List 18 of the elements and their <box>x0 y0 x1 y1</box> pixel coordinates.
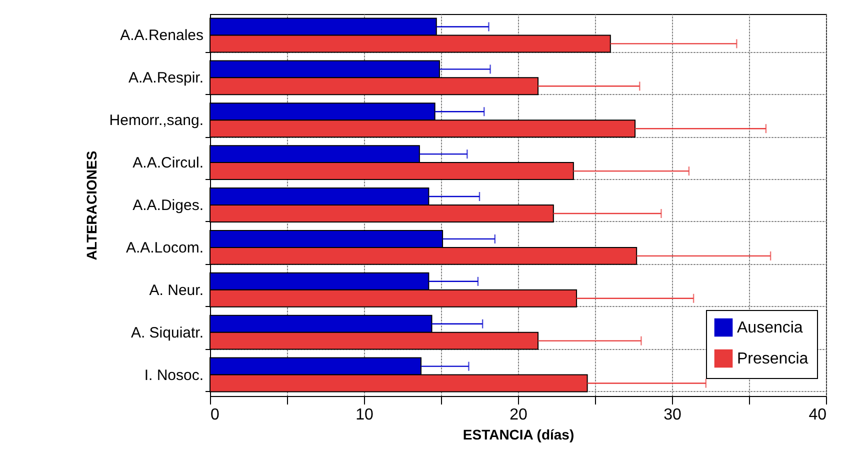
x-tick-label: 30 <box>664 406 682 424</box>
x-tick-label: 10 <box>356 406 374 424</box>
y-tick-label: A.A.Renales <box>120 27 204 44</box>
y-tick-label: A.A.Locom. <box>126 239 204 256</box>
x-axis-title: ESTANCIA (días) <box>462 426 574 442</box>
y-axis-title: ALTERACIONES <box>83 150 100 260</box>
y-tick-label: I. Nosoc. <box>144 366 204 384</box>
x-tick-label: 40 <box>808 406 827 424</box>
legend-label: Presencia <box>737 350 808 368</box>
y-tick-label: Hemorr.,sang. <box>109 112 204 130</box>
y-tick-label: A. Neur. <box>149 282 204 299</box>
y-tick-label: A. Siquiatr. <box>130 324 204 342</box>
x-tick-label: 20 <box>510 406 528 424</box>
x-tick-label: 0 <box>210 406 220 424</box>
y-tick-label: A.A.Diges. <box>132 197 204 214</box>
y-tick-label: A.A.Circul. <box>132 154 204 172</box>
y-tick-label: A.A.Respir. <box>128 70 204 87</box>
legend-label: Ausencia <box>737 320 803 336</box>
